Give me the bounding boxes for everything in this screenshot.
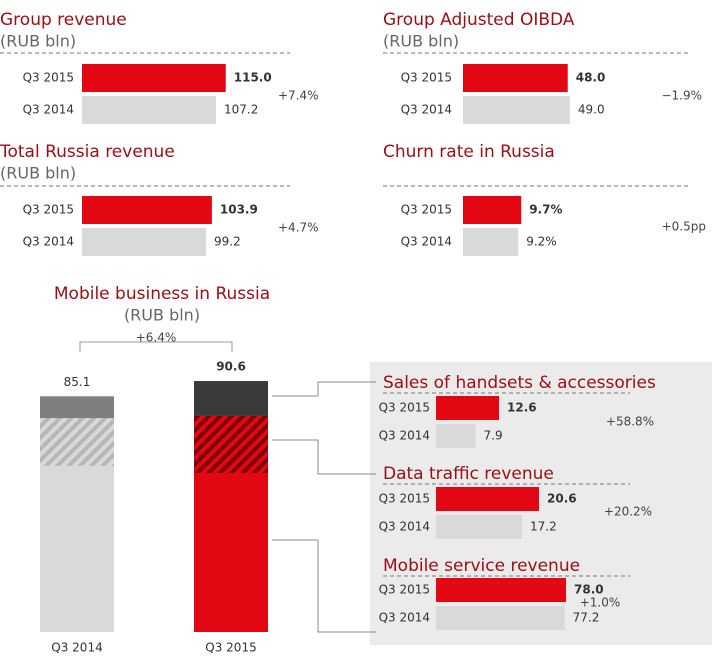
change-label: +1.0%: [580, 596, 621, 610]
bar: [82, 228, 206, 256]
chart-title: Total Russia revenue: [0, 142, 175, 162]
category-label: Q3 2014: [401, 103, 452, 117]
connectors: [272, 381, 376, 633]
change-label: +6.4%: [136, 331, 177, 345]
value-label: 20.6: [547, 492, 577, 506]
value-label: 115.0: [234, 71, 272, 85]
handsets-segment: [40, 396, 114, 419]
category-label: Q3 2014: [23, 103, 74, 117]
change-label: +58.8%: [606, 415, 654, 429]
value-label: 9.2%: [526, 235, 557, 249]
bar: [463, 196, 522, 224]
chart-subtitle: (RUB bln): [0, 164, 76, 183]
category-label: Q3 2015: [379, 492, 430, 506]
change-label: −1.9%: [661, 89, 702, 103]
bar: [436, 515, 522, 539]
bar: [463, 228, 519, 256]
bar: [82, 196, 212, 224]
total-label: 90.6: [216, 360, 246, 374]
value-label: 17.2: [530, 520, 557, 534]
bar: [463, 96, 570, 124]
change-bracket: [79, 341, 233, 352]
value-label: 7.9: [484, 429, 503, 443]
category-label: Q3 2015: [23, 203, 74, 217]
change-label: +7.4%: [278, 89, 319, 103]
bar: [436, 487, 539, 511]
bar: [82, 64, 226, 92]
category-label: Q3 2015: [401, 71, 452, 85]
chart-title: Sales of handsets & accessories: [383, 373, 656, 393]
value-label: 49.0: [578, 103, 605, 117]
chart-title: Churn rate in Russia: [383, 142, 555, 162]
value-label: 9.7%: [529, 203, 562, 217]
category-label: Q3 2015: [401, 203, 452, 217]
category-label: Q3 2014: [379, 429, 430, 443]
bar: [82, 96, 216, 124]
value-label: 107.2: [224, 103, 258, 117]
bar: [463, 64, 568, 92]
chart-subtitle: (RUB bln): [124, 306, 200, 325]
value-label: 103.9: [220, 203, 258, 217]
change-label: +4.7%: [278, 221, 319, 235]
category-label: Q3 2014: [379, 611, 430, 625]
bar: [436, 606, 565, 630]
category-label: Q3 2014: [401, 235, 452, 249]
chart-subtitle: (RUB bln): [383, 32, 459, 51]
chart-title: Group revenue: [0, 10, 127, 30]
change-label: +20.2%: [604, 505, 652, 519]
chart-title: Mobile service revenue: [383, 556, 580, 576]
category-label: Q3 2015: [205, 641, 256, 655]
handsets-segment: [194, 381, 268, 416]
category-label: Q3 2015: [23, 71, 74, 85]
value-label: 48.0: [576, 71, 606, 85]
category-label: Q3 2014: [23, 235, 74, 249]
data-hatch: [40, 418, 114, 466]
value-label: 12.6: [507, 401, 537, 415]
category-label: Q3 2014: [51, 641, 102, 655]
bar: [436, 396, 499, 420]
value-label: 99.2: [214, 235, 241, 249]
chart-title: Data traffic revenue: [383, 464, 554, 484]
change-label: +0.5pp: [662, 220, 706, 234]
data-hatch: [194, 415, 268, 474]
category-label: Q3 2015: [379, 401, 430, 415]
category-label: Q3 2014: [379, 520, 430, 534]
value-label: 78.0: [574, 583, 604, 597]
chart-title: Mobile business in Russia: [54, 284, 270, 304]
bar: [436, 424, 476, 448]
category-label: Q3 2015: [379, 583, 430, 597]
chart-subtitle: (RUB bln): [0, 32, 76, 51]
total-label: 85.1: [64, 375, 91, 389]
bar: [436, 578, 566, 602]
chart-title: Group Adjusted OIBDA: [383, 10, 575, 30]
value-label: 77.2: [573, 611, 600, 625]
